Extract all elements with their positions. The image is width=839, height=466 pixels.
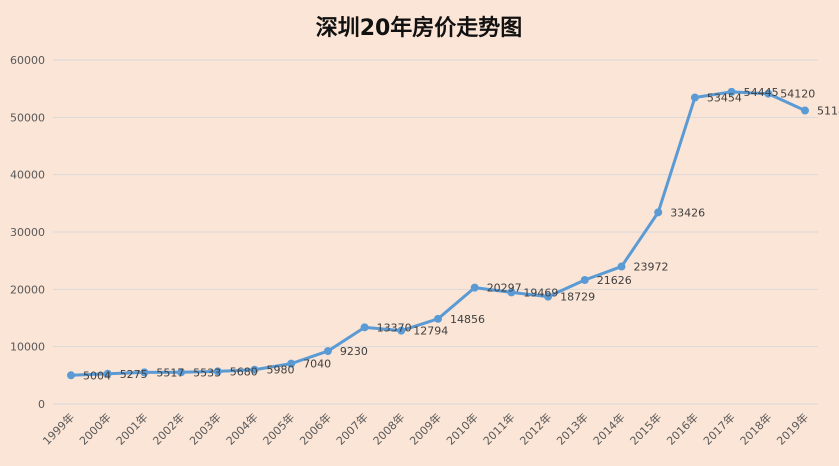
- y-tick-label: 60000: [10, 54, 45, 67]
- data-point: [690, 93, 699, 102]
- x-tick-label: 2018年: [737, 410, 774, 447]
- x-tick-label: 2001年: [113, 410, 150, 447]
- data-point: [544, 292, 553, 301]
- x-tick-label: 2008年: [370, 410, 407, 447]
- data-point: [654, 208, 663, 217]
- x-tick-label: 2014年: [590, 410, 627, 447]
- y-tick-label: 50000: [10, 111, 45, 124]
- data-point: [801, 106, 809, 115]
- data-label: 5004: [83, 369, 111, 382]
- data-label: 7040: [303, 358, 331, 371]
- y-tick-label: 30000: [10, 226, 45, 239]
- data-label: 21626: [597, 274, 632, 287]
- data-label: 9230: [340, 345, 368, 358]
- data-label: 20297: [487, 282, 522, 295]
- x-tick-label: 2013年: [553, 410, 590, 447]
- data-label: 13370: [377, 321, 412, 334]
- data-label: 51187: [817, 105, 839, 118]
- data-point: [580, 276, 589, 285]
- data-point: [323, 347, 332, 356]
- data-label: 18729: [560, 291, 595, 304]
- x-tick-label: 2017年: [700, 410, 737, 447]
- data-point: [67, 371, 75, 380]
- x-tick-label: 2007年: [333, 410, 370, 447]
- x-tick-label: 2012年: [517, 410, 554, 447]
- x-tick-label: 2016年: [664, 410, 701, 447]
- x-tick-label: 2004年: [223, 410, 260, 447]
- y-tick-label: 0: [38, 398, 45, 411]
- x-tick-label: 2010年: [443, 410, 480, 447]
- x-tick-label: 2003年: [186, 410, 223, 447]
- data-point: [250, 365, 259, 374]
- data-point: [360, 323, 369, 332]
- x-tick-label: 2000年: [76, 410, 113, 447]
- data-label: 19469: [523, 286, 558, 299]
- data-label: 5680: [230, 365, 258, 378]
- data-label: 33426: [670, 206, 705, 219]
- data-point: [397, 326, 406, 335]
- data-label: 23972: [634, 261, 669, 274]
- data-point: [507, 288, 516, 297]
- data-point: [727, 87, 736, 96]
- data-label: 54120: [780, 88, 815, 101]
- x-tick-label: 2002年: [150, 410, 187, 447]
- x-tick-label: 2011年: [480, 410, 517, 447]
- data-point: [434, 314, 442, 323]
- x-tick-label: 2015年: [627, 410, 664, 447]
- y-tick-label: 20000: [10, 283, 45, 296]
- y-tick-label: 40000: [10, 169, 45, 182]
- data-label: 5275: [120, 368, 148, 381]
- data-label: 5533: [193, 366, 221, 379]
- data-label: 5517: [156, 366, 184, 379]
- data-point: [103, 369, 112, 378]
- x-tick-label: 2005年: [260, 410, 297, 447]
- data-point: [177, 368, 186, 377]
- data-point: [617, 262, 626, 271]
- y-tick-label: 10000: [10, 341, 45, 354]
- data-label: 54445: [744, 86, 779, 99]
- data-point: [764, 89, 773, 98]
- data-label: 14856: [450, 313, 485, 326]
- data-label: 5980: [267, 364, 295, 377]
- data-point: [213, 367, 222, 376]
- data-label: 53454: [707, 92, 742, 105]
- data-point: [140, 368, 149, 377]
- x-tick-label: 2006年: [297, 410, 334, 447]
- chart-title: 深圳20年房价走势图: [316, 15, 523, 41]
- x-tick-label: 2019年: [774, 410, 811, 447]
- data-point: [470, 283, 479, 292]
- data-point: [287, 359, 296, 368]
- data-label: 12794: [413, 325, 448, 338]
- x-tick-label: 1999年: [40, 410, 77, 447]
- x-tick-label: 2009年: [407, 410, 444, 447]
